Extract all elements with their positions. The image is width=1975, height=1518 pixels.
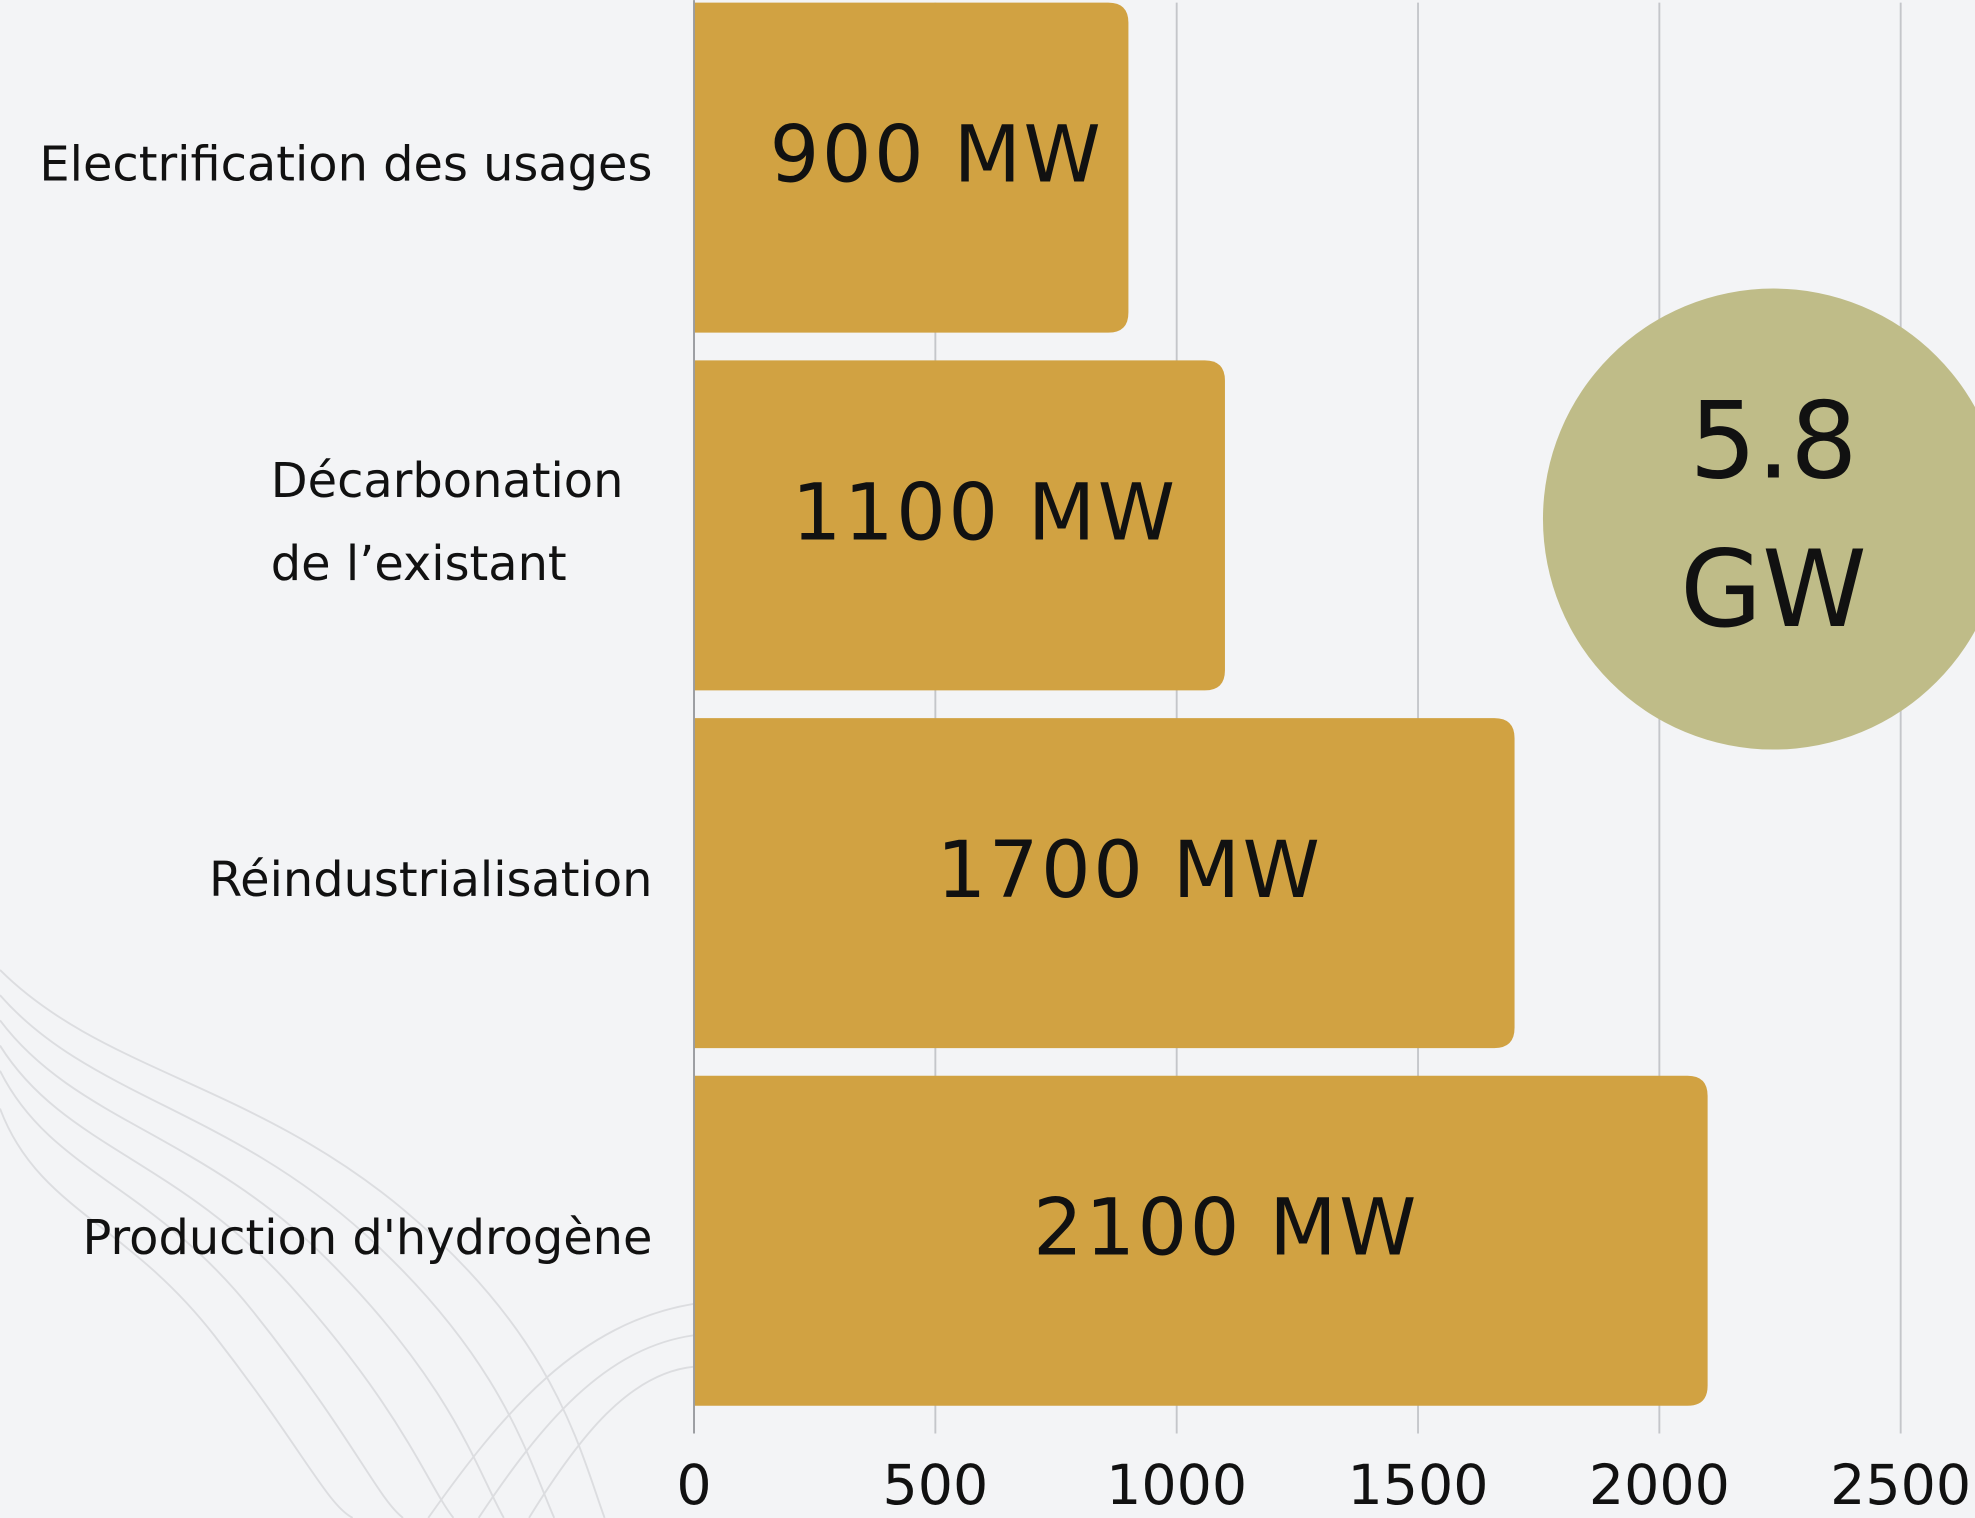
x-tick-label: 1000 bbox=[1106, 1454, 1247, 1518]
value-label: 2100 MW bbox=[1033, 1184, 1419, 1274]
x-tick-label: 500 bbox=[882, 1454, 988, 1518]
x-tick-label: 2000 bbox=[1589, 1454, 1730, 1518]
x-tick-label: 1500 bbox=[1348, 1454, 1489, 1518]
annotation-circle bbox=[1543, 289, 1975, 750]
value-label: 900 MW bbox=[770, 111, 1104, 201]
y-tick-label: Réindustrialisation bbox=[209, 853, 652, 908]
value-label: 1100 MW bbox=[792, 468, 1178, 558]
y-tick-label: Electrification des usages bbox=[39, 138, 652, 193]
x-tick-label: 2500 bbox=[1830, 1454, 1971, 1518]
page: {"chart_data": {"type": "bar", "orientat… bbox=[0, 0, 1975, 1518]
value-label: 1700 MW bbox=[937, 826, 1323, 916]
x-tick-label: 0 bbox=[676, 1454, 711, 1518]
chart: 050010001500200025005.8GW900 MWElectrifi… bbox=[0, 0, 1975, 1518]
y-tick-label: Production d'hydrogène bbox=[83, 1211, 653, 1266]
